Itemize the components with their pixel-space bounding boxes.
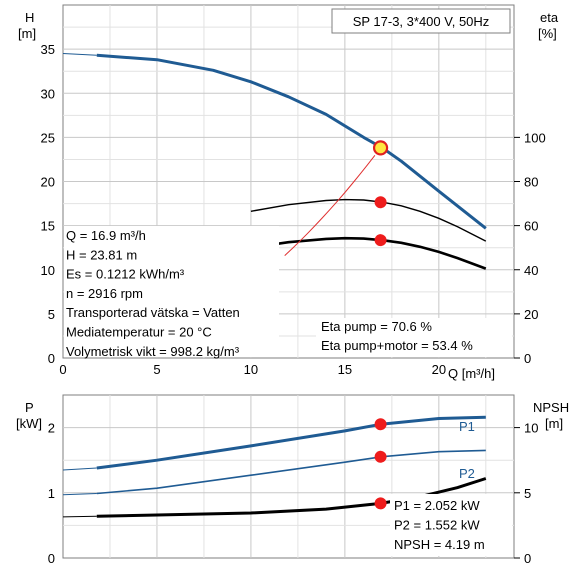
eta-tick-label: 60 xyxy=(524,219,538,234)
bottom-series-labels: P1 P2 xyxy=(459,419,475,481)
eta-axis-unit: [%] xyxy=(538,26,557,41)
top-info-box xyxy=(64,226,279,357)
h-tick-label: 35 xyxy=(41,42,55,57)
h-tick-label: 25 xyxy=(41,130,55,145)
system-curve xyxy=(284,154,376,256)
eta-total-operating-point xyxy=(374,234,387,247)
p1-operating-point xyxy=(374,418,387,431)
p-axis-unit: [kW] xyxy=(16,416,42,431)
q-tick-label: 20 xyxy=(432,362,446,377)
operating-info-line: Q = 16.9 m³/h xyxy=(66,228,146,243)
npsh-tick-label: 5 xyxy=(524,486,531,501)
bottom-info: P1 = 2.052 kW P2 = 1.552 kW NPSH = 4.19 m xyxy=(394,498,485,552)
bottom-grid xyxy=(63,395,514,558)
q-tick-label: 0 xyxy=(59,362,66,377)
npsh-curve-extension xyxy=(62,515,97,518)
eta-tick-label: 20 xyxy=(524,307,538,322)
eta-info: Eta pump = 70.6 % Eta pump+motor = 53.4 % xyxy=(321,319,473,353)
q-tick-label: 15 xyxy=(338,362,352,377)
power-info-line: P1 = 2.052 kW xyxy=(394,498,480,513)
chart-title: SP 17-3, 3*400 V, 50Hz xyxy=(353,14,490,29)
p2-operating-point xyxy=(374,450,387,463)
operating-info-line: Transporterad vätska = Vatten xyxy=(66,305,240,320)
power-info-line: NPSH = 4.19 m xyxy=(394,537,485,552)
eta-axis-label: eta xyxy=(540,10,559,25)
eta-tick-label: 40 xyxy=(524,263,538,278)
h-tick-label: 15 xyxy=(41,219,55,234)
p-tick-label: 1 xyxy=(48,486,55,501)
operating-info-line: Mediatemperatur = 20 °C xyxy=(66,325,212,340)
h-axis-unit: [m] xyxy=(18,26,36,41)
npsh-axis-label: NPSH xyxy=(533,400,569,415)
operating-info-line: Volymetrisk vikt = 998.2 kg/m³ xyxy=(66,344,240,359)
top-ticks: 0 5 10 15 20 0 5 10 15 20 25 30 35 0 20 40 60 80 100 xyxy=(41,42,546,377)
h-tick-label: 30 xyxy=(41,86,55,101)
npsh-tick-label: 10 xyxy=(524,421,538,436)
bottom-operating-points xyxy=(374,418,387,510)
operating-info-line: H = 23.81 m xyxy=(66,247,137,262)
p-tick-label: 2 xyxy=(48,421,55,436)
eta-tick-label: 100 xyxy=(524,130,546,145)
h-tick-label: 20 xyxy=(41,175,55,190)
power-info-line: P2 = 1.552 kW xyxy=(394,518,480,533)
p1-series-label: P1 xyxy=(459,419,475,434)
p1-curve-extension xyxy=(62,467,97,471)
q-axis-label: Q [m³/h] xyxy=(448,366,495,381)
operating-info-line: Es = 0.1212 kWh/m³ xyxy=(66,267,185,282)
top-operating-points xyxy=(372,140,389,247)
bottom-curves xyxy=(62,415,487,518)
p2-curve xyxy=(96,449,486,495)
eta-pump-operating-point xyxy=(374,196,387,209)
title-box xyxy=(331,8,511,34)
h-curve-extension xyxy=(62,53,97,56)
duty-point xyxy=(372,140,389,156)
top-info: Q = 16.9 m³/h H = 23.81 m Es = 0.1212 kWh/… xyxy=(66,228,240,359)
eta-tick-label: 80 xyxy=(524,175,538,190)
eta-tick-label: 0 xyxy=(524,351,531,366)
npsh-operating-point xyxy=(374,497,387,510)
h-tick-label: 5 xyxy=(48,307,55,322)
eta-info-line: Eta pump+motor = 53.4 % xyxy=(321,338,473,353)
h-axis-label: H xyxy=(25,10,34,25)
p2-curve-extension xyxy=(62,493,97,496)
npsh-axis-unit: [m] xyxy=(545,416,563,431)
h-tick-label: 0 xyxy=(48,351,55,366)
h-curve xyxy=(96,53,487,230)
q-tick-label: 5 xyxy=(153,362,160,377)
p1-curve xyxy=(96,415,486,470)
p2-series-label: P2 xyxy=(459,466,475,481)
bottom-info-box xyxy=(390,494,512,556)
p-tick-label: 0 xyxy=(48,551,55,566)
bottom-ticks: 0 1 2 0 5 10 xyxy=(48,421,539,566)
p-axis-label: P xyxy=(25,400,34,415)
eta-info-box xyxy=(316,318,512,357)
npsh-tick-label: 0 xyxy=(524,551,531,566)
npsh-curve xyxy=(96,477,487,518)
h-tick-label: 10 xyxy=(41,263,55,278)
operating-info-line: n = 2916 rpm xyxy=(66,286,143,301)
eta-info-line: Eta pump = 70.6 % xyxy=(321,319,432,334)
q-tick-label: 10 xyxy=(244,362,258,377)
